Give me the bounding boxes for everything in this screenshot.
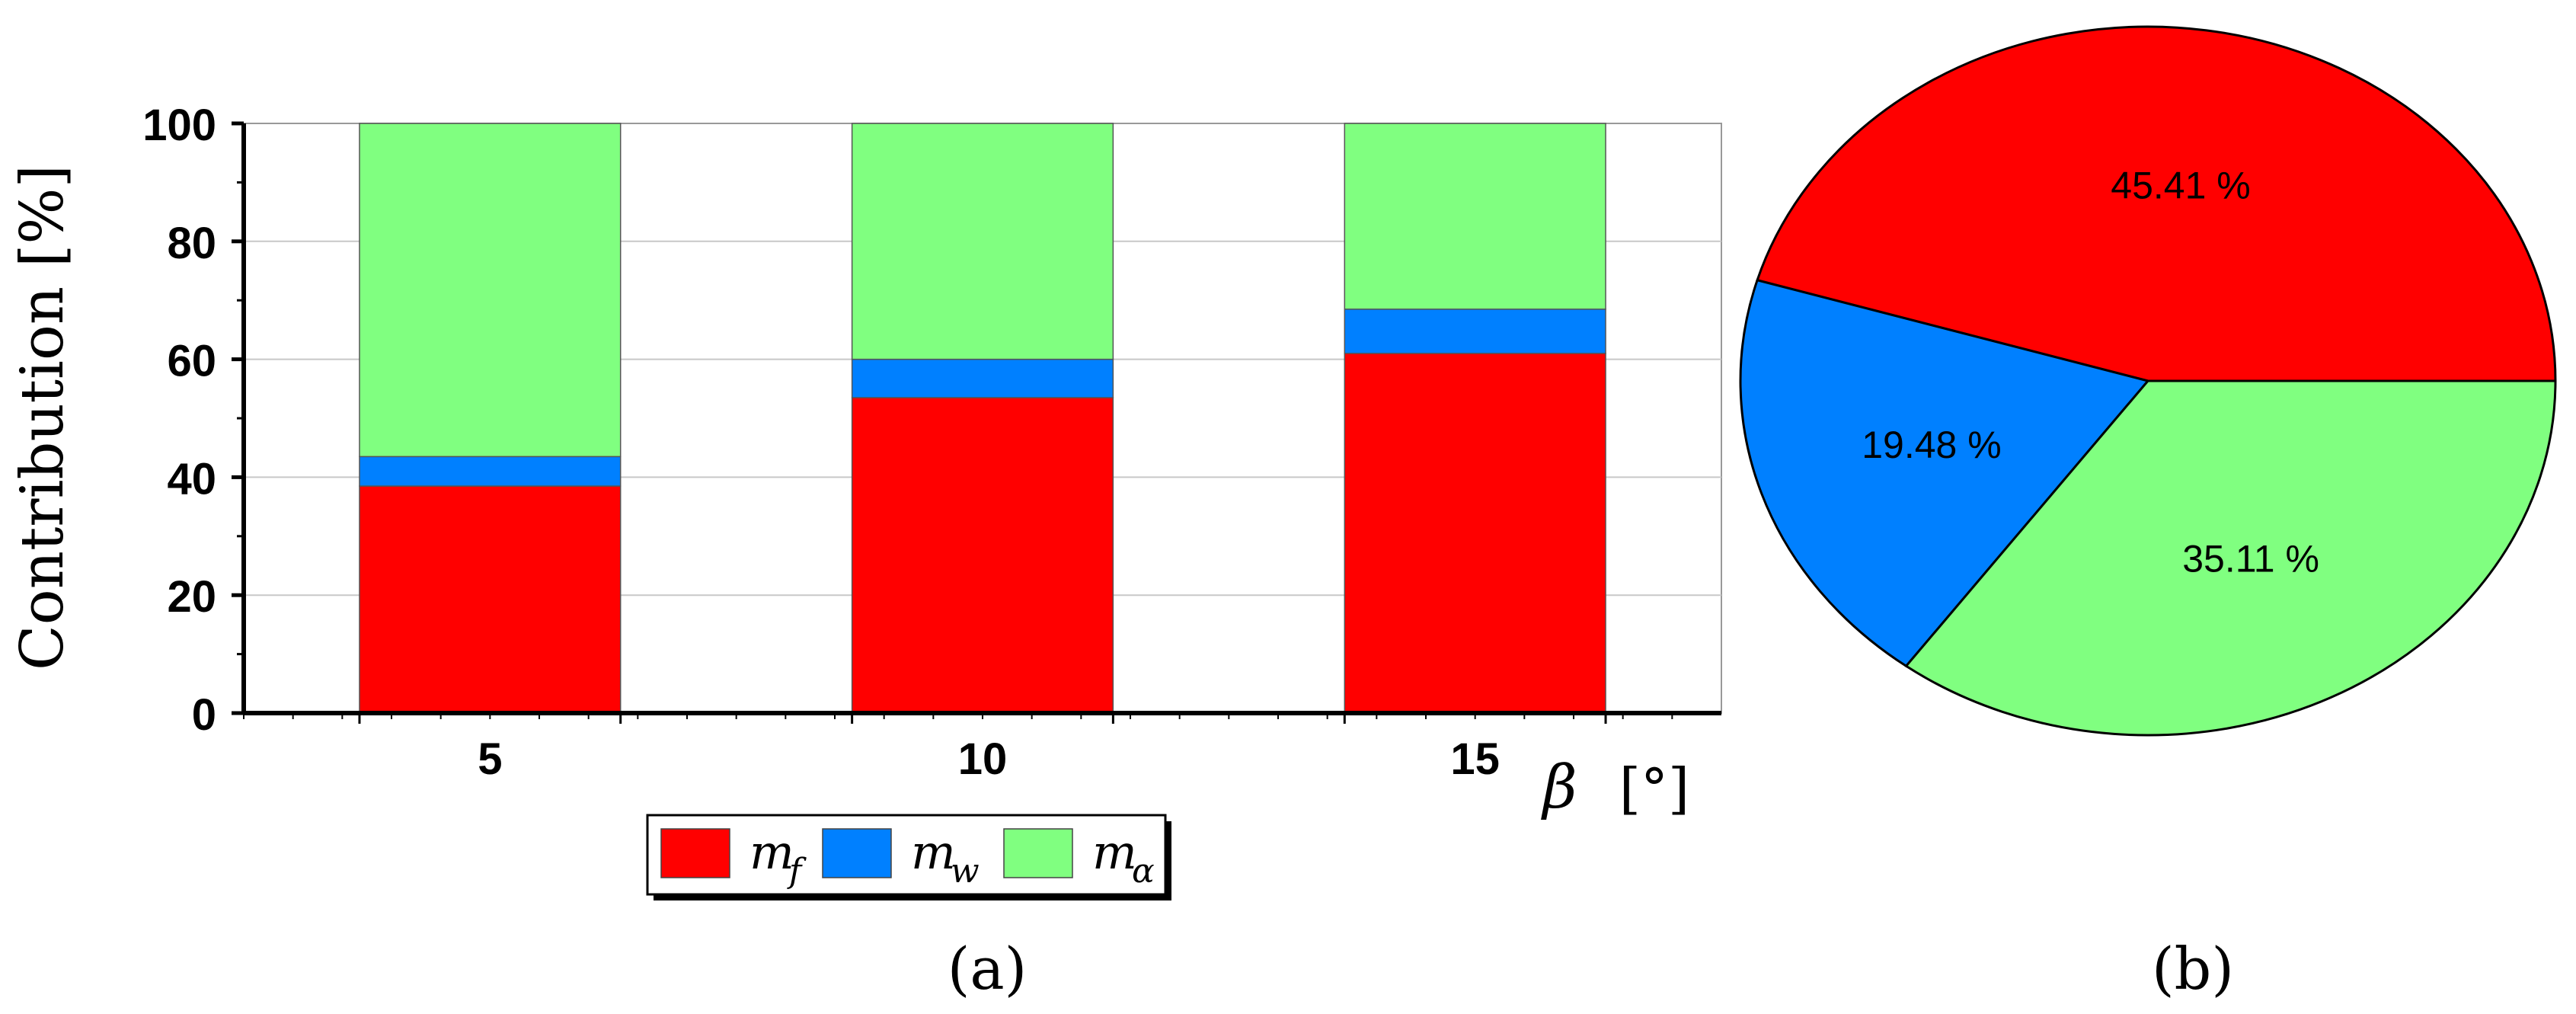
legend-label: m: [911, 824, 956, 880]
y-tick-label: 60: [167, 337, 216, 386]
pie-slice: [1904, 379, 2557, 737]
y-tick-label: 100: [142, 101, 216, 150]
legend: mf mw mα: [646, 814, 1171, 900]
y-tick-labels: 0 20 40 60 80 100: [142, 101, 216, 740]
legend-label-subscript: w: [951, 852, 980, 891]
y-tick-label: 20: [167, 572, 216, 622]
x-axis-unit: [°]: [1619, 757, 1689, 820]
pie-chart: 45.41 % 19.48 % 35.11 % (b): [1739, 25, 2557, 1003]
bars: [359, 123, 1606, 714]
x-tick-labels: 5 10 15: [478, 734, 1500, 784]
legend-swatch: [822, 828, 892, 878]
legend-label: m: [749, 824, 794, 880]
pie-slices: [1739, 25, 2557, 737]
legend-swatch: [660, 828, 730, 878]
pie-slice-label: 19.48 %: [1862, 424, 2001, 466]
y-tick-label: 0: [192, 690, 216, 740]
bar-segment: [851, 397, 1114, 714]
y-axis-label: Contribution [%]: [8, 165, 77, 670]
legend-swatch: [1003, 828, 1073, 878]
bar-segment: [1344, 309, 1606, 354]
bar-segment: [359, 123, 622, 458]
pie-slice-label: 45.41 %: [2111, 164, 2250, 206]
bar-segment: [851, 358, 1114, 398]
x-axis-label: β [°]: [1540, 753, 1689, 822]
y-tick-label: 80: [167, 219, 216, 268]
pie-labels: 45.41 % 19.48 % 35.11 %: [1862, 164, 2319, 580]
x-tick-label: 5: [478, 734, 502, 784]
legend-label: m: [1092, 824, 1137, 880]
bar-segment: [359, 485, 622, 714]
bar-segment: [1344, 123, 1606, 310]
pie-slice-label: 35.11 %: [2182, 537, 2319, 580]
panel-label-b: (b): [2152, 935, 2234, 1003]
axes: [232, 121, 1721, 724]
bar-segment: [851, 123, 1114, 360]
panel-label-a: (a): [948, 935, 1028, 1003]
pie-slice: [1739, 278, 2150, 668]
legend-label-subscript: α: [1132, 852, 1155, 891]
bar-segment: [359, 456, 622, 487]
legend-box: [646, 814, 1167, 896]
x-axis-symbol: β: [1540, 753, 1577, 822]
x-tick-label: 15: [1450, 734, 1500, 784]
stacked-bar-chart: 0 20 40 60 80 100 5 10 15 Contribution [%] β [°…: [8, 101, 1722, 1003]
pie-slice: [1756, 25, 2557, 382]
bar-segment: [1344, 353, 1606, 714]
y-tick-label: 40: [167, 454, 216, 504]
x-tick-label: 10: [958, 734, 1008, 784]
